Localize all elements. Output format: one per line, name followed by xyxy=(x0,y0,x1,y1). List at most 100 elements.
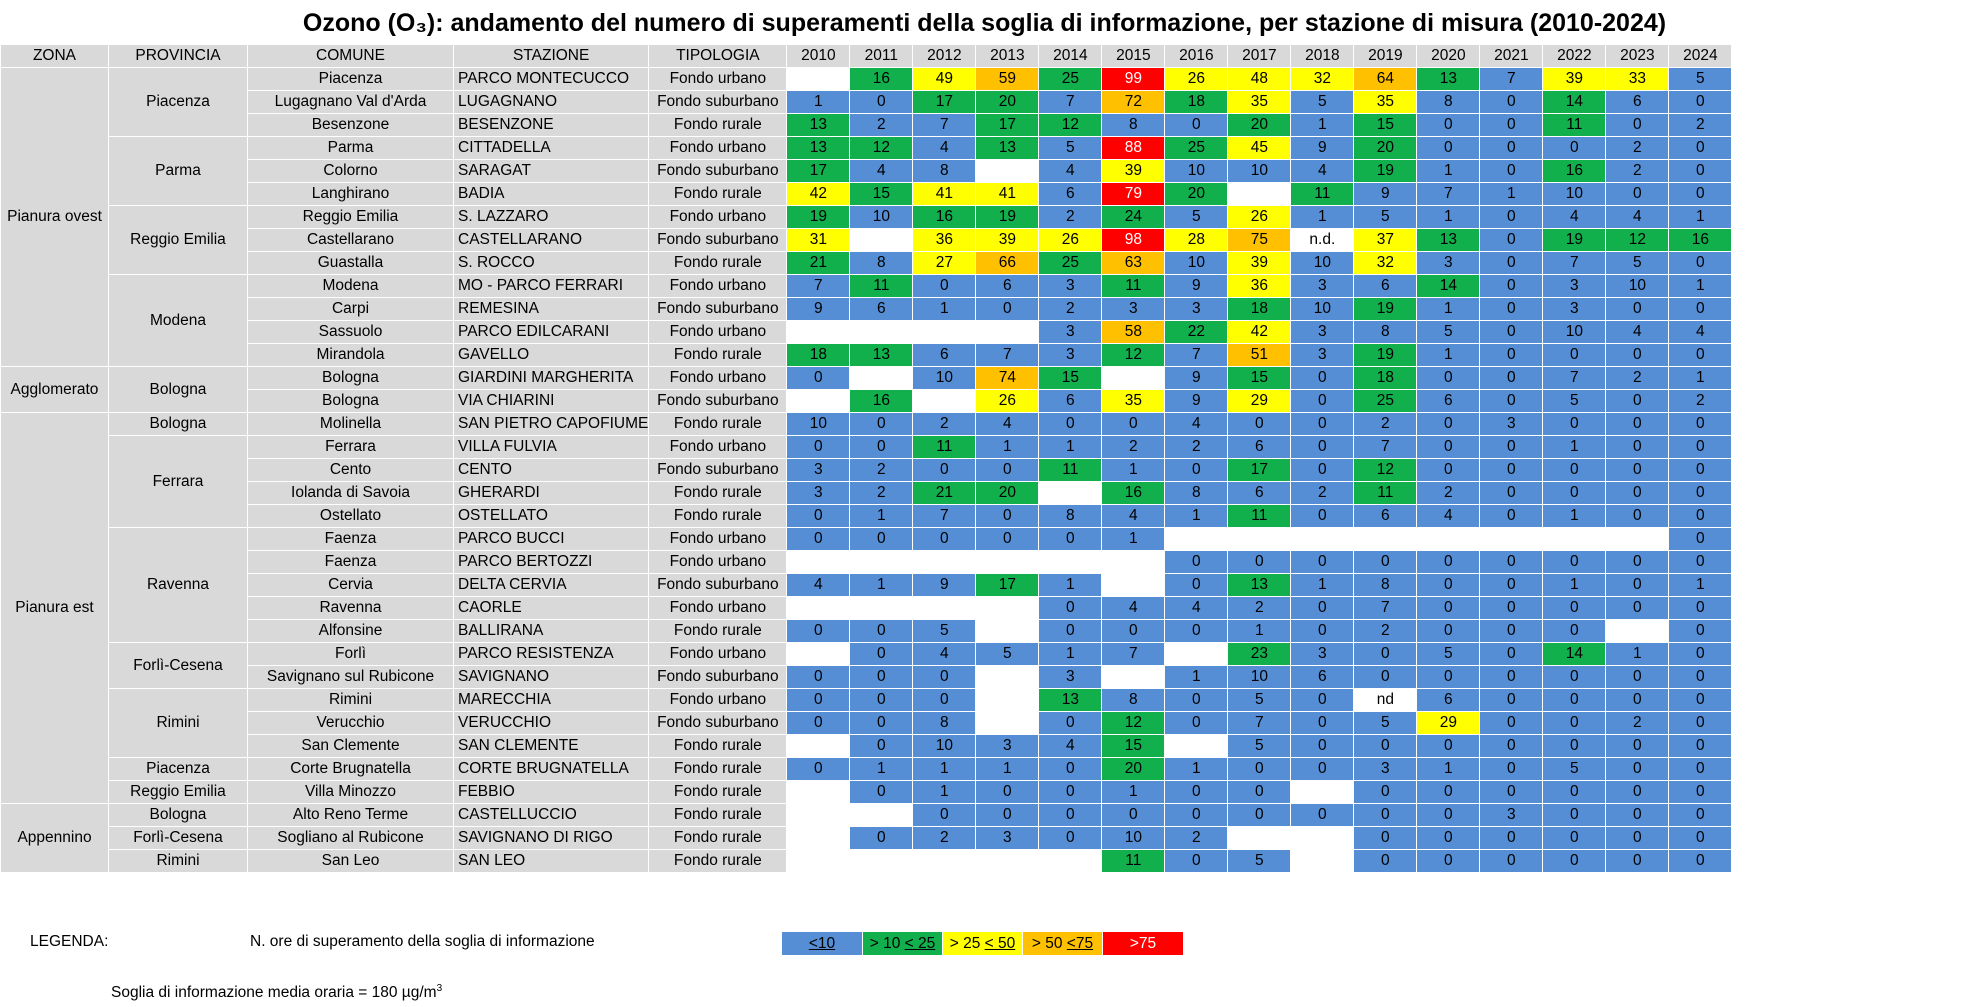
table-row: Appennino Bologna Alto Reno Terme CASTELLUC… xyxy=(0,803,1733,873)
value-cell: 1 xyxy=(1668,573,1733,597)
comune-cell: Langhirano xyxy=(247,182,454,206)
legend-swatch: >75 xyxy=(1103,932,1184,955)
value-cell xyxy=(975,550,1040,574)
value-cell: 3 xyxy=(786,458,851,482)
value-cell xyxy=(1038,550,1103,574)
value-cell: 39 xyxy=(1542,67,1607,91)
province-cell: Bologna xyxy=(108,803,248,827)
value-cell: 0 xyxy=(975,504,1040,528)
value-cell: 0 xyxy=(1479,228,1544,252)
value-cell: 5 xyxy=(1164,205,1229,229)
value-cell: 0 xyxy=(1479,389,1544,413)
value-cell: 2 xyxy=(1353,619,1418,643)
type-cell: Fondo urbano xyxy=(648,435,788,459)
value-cell: 4 xyxy=(1668,320,1733,344)
value-cell: 0 xyxy=(1668,803,1733,827)
value-cell: 29 xyxy=(1227,389,1292,413)
value-cell: 4 xyxy=(912,642,977,666)
value-cell: 0 xyxy=(1479,458,1544,482)
value-cell: 0 xyxy=(1164,113,1229,137)
value-cell: 8 xyxy=(1038,504,1103,528)
chart-title: Ozono (O₃): andamento del numero di supe… xyxy=(302,9,1667,37)
value-cell xyxy=(1164,527,1229,551)
type-cell: Fondo rurale xyxy=(648,113,788,137)
value-cell: 0 xyxy=(1227,803,1292,827)
column-header: TIPOLOGIA xyxy=(648,44,788,68)
value-cell: 58 xyxy=(1101,320,1166,344)
legend-swatch-label: >75 xyxy=(1129,935,1157,952)
value-cell: 0 xyxy=(1479,481,1544,505)
value-cell xyxy=(786,67,851,91)
value-cell: 0 xyxy=(1542,665,1607,689)
value-cell: 88 xyxy=(1101,136,1166,160)
value-cell: 3 xyxy=(1038,320,1103,344)
value-cell: 5 xyxy=(1416,320,1481,344)
value-cell: 0 xyxy=(1416,826,1481,850)
comune-cell: Savignano sul Rubicone xyxy=(247,665,454,689)
value-cell: 0 xyxy=(1668,136,1733,160)
value-cell xyxy=(1353,527,1418,551)
value-cell: 16 xyxy=(1101,481,1166,505)
station-cell: S. LAZZARO xyxy=(452,205,650,229)
value-cell: 19 xyxy=(1353,343,1418,367)
legend-swatch: > 50 <75 xyxy=(1023,932,1103,955)
value-cell: 3 xyxy=(1416,251,1481,275)
value-cell: 5 xyxy=(1038,136,1103,160)
table-row: Bologna VIA CHIARINI Fondo suburbano 16 26 6 3… xyxy=(1,389,1733,413)
exceedance-table: ZONA PROVINCIA COMUNE STAZIONE TIPOLOGIA 2010… xyxy=(0,44,1733,873)
value-cell xyxy=(849,803,914,827)
table-row: Pianura ovest Piacenza Piacenza PARCO MONTE… xyxy=(0,67,1733,367)
value-cell: 0 xyxy=(912,665,977,689)
type-cell: Fondo rurale xyxy=(648,780,788,804)
table-row: Ravenna CAORLE Fondo urbano 0 4 4 2 0 7 0 0 0 0 0 xyxy=(1,596,1733,620)
value-cell: 0 xyxy=(1416,619,1481,643)
value-cell: 3 xyxy=(1542,274,1607,298)
value-cell: 12 xyxy=(1038,113,1103,137)
value-cell: 0 xyxy=(1290,711,1355,735)
value-cell: 0 xyxy=(849,826,914,850)
value-cell: 0 xyxy=(786,527,851,551)
type-cell: Fondo rurale xyxy=(648,757,788,781)
station-cell: BALLIRANA xyxy=(452,619,650,643)
value-cell: 0 xyxy=(1605,182,1670,206)
comune-cell: Corte Brugnatella xyxy=(247,757,454,781)
zone-cell: Pianura est xyxy=(0,412,109,804)
comune-cell: Besenzone xyxy=(247,113,454,137)
comune-cell: Alfonsine xyxy=(247,619,454,643)
value-cell: 1 xyxy=(1416,297,1481,321)
value-cell: 3 xyxy=(1038,343,1103,367)
value-cell: 0 xyxy=(1479,343,1544,367)
value-cell: 0 xyxy=(1290,734,1355,758)
value-cell xyxy=(786,849,851,873)
comune-cell: Faenza xyxy=(247,527,454,551)
value-cell: 21 xyxy=(786,251,851,275)
value-cell: 1 xyxy=(975,757,1040,781)
value-cell: 0 xyxy=(1164,803,1229,827)
value-cell: 0 xyxy=(1290,504,1355,528)
value-cell: 16 xyxy=(1542,159,1607,183)
value-cell: 15 xyxy=(1038,366,1103,390)
type-cell: Fondo urbano xyxy=(648,320,788,344)
value-cell: 0 xyxy=(912,803,977,827)
station-cell: LUGAGNANO xyxy=(452,90,650,114)
value-cell: 16 xyxy=(849,67,914,91)
table-row: Parma Parma CITTADELLA Fondo urbano 13 12 4 13 5… xyxy=(1,136,1733,206)
value-cell xyxy=(786,780,851,804)
value-cell: 7 xyxy=(1101,642,1166,666)
value-cell: 7 xyxy=(975,343,1040,367)
type-cell: Fondo rurale xyxy=(648,504,788,528)
value-cell: 3 xyxy=(1290,274,1355,298)
value-cell: 0 xyxy=(1290,366,1355,390)
value-cell: 2 xyxy=(849,458,914,482)
value-cell: n.d. xyxy=(1290,228,1355,252)
year-header: 2014 xyxy=(1038,44,1103,68)
type-cell: Fondo rurale xyxy=(648,251,788,275)
value-cell: 5 xyxy=(1353,205,1418,229)
value-cell: 11 xyxy=(1038,458,1103,482)
province-cell: Rimini xyxy=(108,688,248,758)
value-cell: 17 xyxy=(912,90,977,114)
value-cell: 0 xyxy=(1542,688,1607,712)
value-cell: 2 xyxy=(1164,826,1229,850)
value-cell: 8 xyxy=(1101,113,1166,137)
value-cell: 0 xyxy=(1416,596,1481,620)
